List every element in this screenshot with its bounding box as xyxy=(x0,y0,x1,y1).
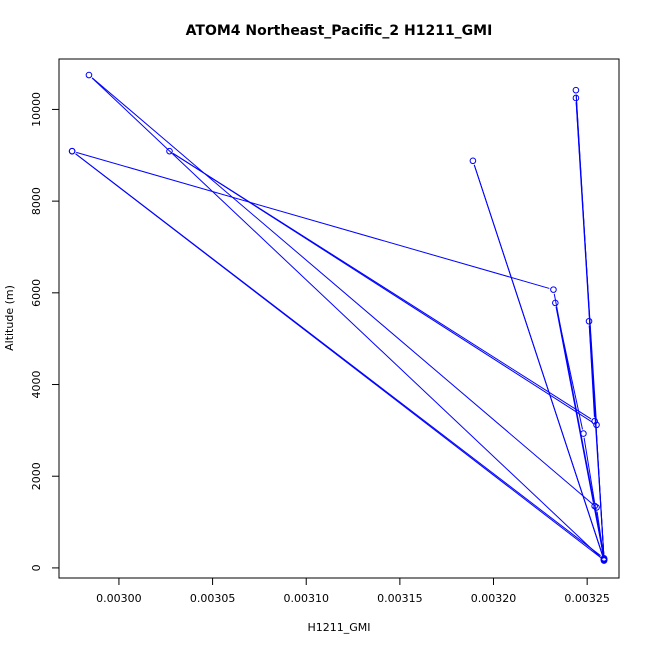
series-segment xyxy=(555,307,604,555)
series-segment xyxy=(553,293,595,502)
series-layer xyxy=(68,71,608,564)
data-point xyxy=(585,317,593,325)
x-tick-label: 0.00305 xyxy=(190,592,236,605)
series-segment xyxy=(588,325,605,555)
x-tick-label: 0.00325 xyxy=(564,592,610,605)
data-point xyxy=(552,299,559,307)
series-segment xyxy=(75,153,601,557)
x-axis-label: H1211_GMI xyxy=(307,621,370,634)
data-point xyxy=(550,286,557,293)
series-segment xyxy=(172,153,592,420)
y-tick-label: 4000 xyxy=(30,371,43,399)
data-point xyxy=(600,555,608,563)
x-tick-label: 0.00310 xyxy=(283,592,329,605)
series-segment xyxy=(594,510,604,556)
y-tick-label: 0 xyxy=(30,564,43,571)
data-point xyxy=(572,86,580,94)
data-point xyxy=(580,430,587,437)
series-segment xyxy=(76,151,550,289)
data-point xyxy=(593,421,600,429)
series-segment xyxy=(91,77,594,505)
data-point xyxy=(591,417,598,425)
y-tick-label: 10000 xyxy=(30,92,43,127)
chart-title: ATOM4 Northeast_Pacific_2 H1211_GMI xyxy=(186,23,493,39)
data-point xyxy=(85,71,93,79)
y-axis: 0 2000 4000 6000 8000 10000 xyxy=(30,92,60,571)
data-point xyxy=(572,94,580,102)
x-tick-label: 0.00320 xyxy=(471,592,517,605)
data-point xyxy=(68,147,76,155)
data-point xyxy=(166,147,173,155)
data-point xyxy=(591,502,598,510)
x-tick-label: 0.00315 xyxy=(377,592,423,605)
series-segment xyxy=(91,77,602,558)
y-tick-label: 8000 xyxy=(30,187,43,215)
y-tick-label: 2000 xyxy=(30,462,43,490)
plot-frame xyxy=(58,58,620,579)
series-segment xyxy=(575,102,597,421)
y-tick-label: 6000 xyxy=(30,279,43,307)
x-tick-label: 0.00300 xyxy=(96,592,142,605)
y-axis-label: Altitude (m) xyxy=(3,285,16,351)
series-segment xyxy=(473,164,604,557)
x-axis: 0.00300 0.00305 0.00310 0.00315 0.00320 0.003… xyxy=(96,577,610,605)
data-point xyxy=(469,157,477,165)
data-point xyxy=(593,504,600,511)
